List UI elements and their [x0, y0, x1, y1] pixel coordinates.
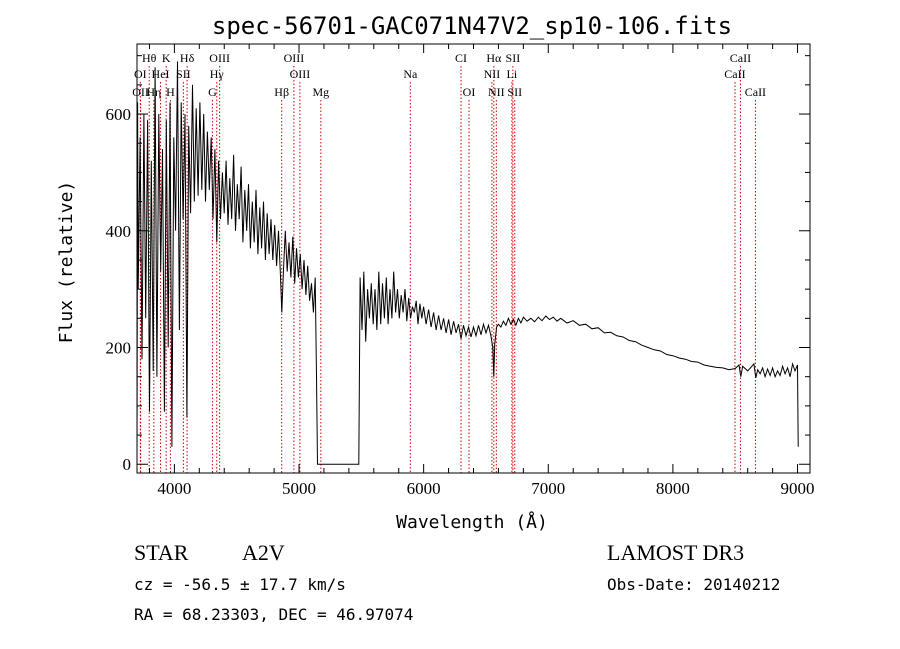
x-tick-label: 9000 — [781, 479, 815, 498]
object-subclass: A2V — [242, 540, 285, 565]
line-marker-label: NII — [488, 85, 505, 99]
line-marker-label: SII — [507, 85, 522, 99]
line-marker-label: CaII — [730, 51, 751, 65]
x-tick-label: 4000 — [157, 479, 191, 498]
flux-series — [136, 61, 799, 465]
flux-line — [136, 61, 799, 465]
x-tick-label: 7000 — [531, 479, 565, 498]
survey-name: LAMOST DR3 — [607, 540, 744, 565]
y-tick-label: 200 — [106, 339, 132, 358]
line-marker-label: CI — [455, 51, 467, 65]
observation-date: Obs-Date: 20140212 — [607, 575, 780, 594]
y-tick-label: 600 — [106, 105, 132, 124]
line-marker-label: G — [208, 85, 217, 99]
line-marker-label: Hβ — [274, 85, 289, 99]
coordinates: RA = 68.23303, DEC = 46.97074 — [134, 605, 413, 624]
line-marker-label: SII — [176, 67, 191, 81]
emission-line-markers: Hθ K Hδ OIII OIII CI Hα SII CaII OI HeI SII Hγ OIII Na… — [132, 51, 766, 473]
plot-frame — [136, 43, 811, 474]
line-marker-label: OI — [134, 67, 147, 81]
line-marker-label: Hγ — [210, 67, 225, 81]
line-marker-label: SII — [506, 51, 521, 65]
line-marker-label: Hη — [146, 85, 161, 99]
line-marker-label: OIII — [209, 51, 230, 65]
line-marker-label: Na — [403, 67, 418, 81]
chart-title: spec-56701-GAC071N47V2_sp10-106.fits — [212, 12, 732, 40]
y-tick-label: 0 — [123, 455, 132, 474]
line-marker-label: Li — [507, 67, 518, 81]
line-marker-label: OIII — [284, 51, 305, 65]
y-tick-label: 400 — [106, 222, 132, 241]
x-tick-label: 8000 — [656, 479, 690, 498]
line-marker-label: OII — [132, 85, 149, 99]
object-class: STAR — [134, 540, 189, 565]
line-marker-label: Hδ — [180, 51, 195, 65]
line-marker-label: Hα — [486, 51, 502, 65]
line-marker-label: CaII — [745, 85, 766, 99]
line-marker-label: K — [162, 51, 171, 65]
line-marker-label: HeI — [152, 67, 170, 81]
line-marker-label: Hθ — [142, 51, 157, 65]
x-tick-label: 5000 — [282, 479, 316, 498]
line-marker-label: Mg — [312, 85, 329, 99]
axis-ticks: 4000 5000 6000 7000 8000 9000 0 200 400 600 — [106, 44, 815, 498]
redshift-velocity: cz = -56.5 ± 17.7 km/s — [134, 575, 346, 594]
x-axis-label: Wavelength (Å) — [396, 511, 548, 533]
line-marker-label: H — [166, 85, 175, 99]
line-marker-label: NII — [484, 67, 501, 81]
line-marker-label: OIII — [290, 67, 311, 81]
y-axis-label: Flux (relative) — [56, 181, 77, 344]
line-marker-label: CaII — [724, 67, 745, 81]
line-marker-label: OI — [463, 85, 476, 99]
x-tick-label: 6000 — [407, 479, 441, 498]
